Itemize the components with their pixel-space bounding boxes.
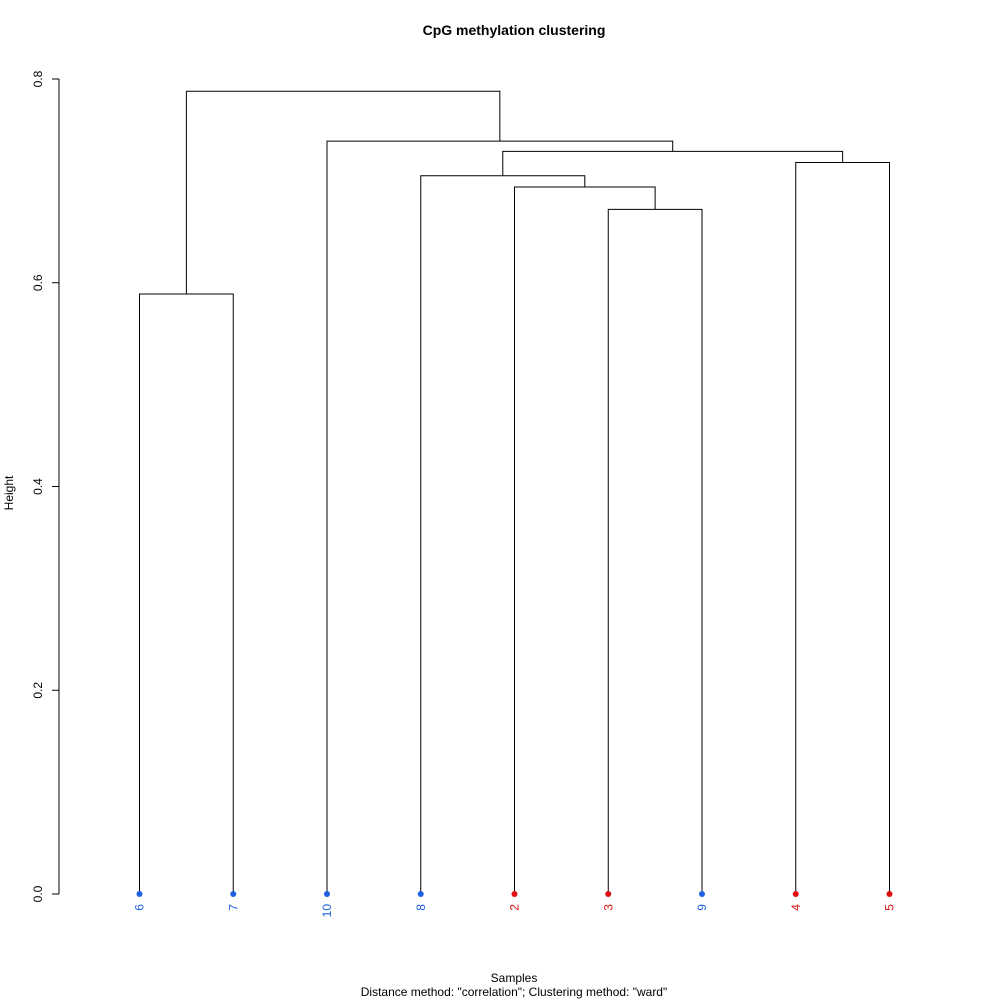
leaf-point-6 — [136, 891, 143, 897]
leaf-point-4 — [792, 891, 799, 897]
branch-m7 — [326, 140, 674, 894]
y-tick-label: 0.2 — [31, 682, 45, 699]
leaf-point-9 — [699, 891, 705, 897]
branch-m8 — [185, 90, 501, 294]
branch-m5 — [795, 162, 890, 894]
leaf-label-3: 3 — [601, 904, 615, 911]
leaf-point-2 — [511, 891, 518, 897]
chart-subtitle: Distance method: "correlation"; Clusteri… — [361, 985, 668, 999]
leaf-label-7: 7 — [226, 904, 240, 911]
branch-m4 — [420, 175, 586, 894]
leaf-label-4: 4 — [789, 904, 803, 911]
leaf-label-6: 6 — [133, 904, 147, 911]
leaf-label-10: 10 — [320, 904, 334, 918]
leaf-point-8 — [417, 891, 424, 897]
y-axis-label: Height — [2, 475, 16, 510]
leaf-markers: 6 7 10 8 2 3 9 4 5 — [133, 891, 897, 917]
leaf-label-5: 5 — [883, 904, 897, 911]
y-tick-label: 0.4 — [31, 478, 45, 495]
branch-m3 — [514, 186, 656, 894]
y-tick-label: 0.8 — [31, 70, 45, 87]
branch-m2 — [607, 208, 703, 894]
leaf-label-9: 9 — [695, 904, 709, 911]
leaf-label-2: 2 — [508, 904, 522, 911]
chart-title: CpG methylation clustering — [423, 22, 606, 38]
branch-m1 — [139, 293, 234, 894]
y-tick-label: 0.0 — [31, 885, 45, 902]
y-axis: 0.0 0.2 0.4 0.6 0.8 — [31, 70, 60, 902]
y-tick-label: 0.6 — [31, 274, 45, 291]
leaf-point-7 — [230, 891, 237, 897]
leaf-label-8: 8 — [414, 904, 428, 911]
x-axis-label: Samples — [491, 971, 538, 985]
leaf-point-5 — [886, 891, 893, 897]
leaf-point-10 — [324, 891, 330, 897]
leaf-point-3 — [605, 891, 612, 897]
dendrogram-tree — [139, 90, 890, 894]
branch-m6 — [502, 150, 844, 176]
